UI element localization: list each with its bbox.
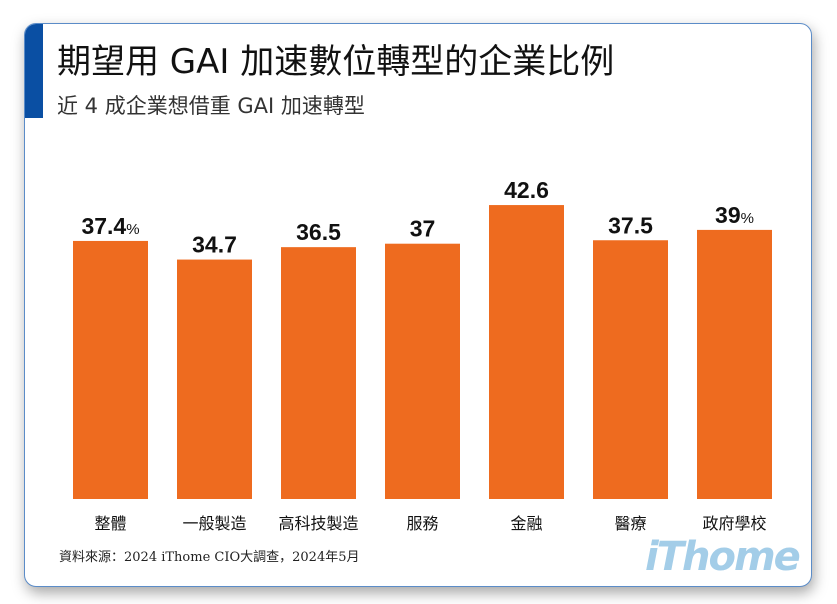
data-label: 37.5: [608, 212, 653, 238]
data-label: 42.6: [504, 177, 549, 203]
category-label: 金融: [510, 514, 542, 533]
chart-title: 期望用 GAI 加速數位轉型的企業比例: [57, 42, 615, 82]
bar-5: [593, 240, 668, 499]
chart-subtitle: 近 4 成企業想借重 GAI 加速轉型: [57, 94, 365, 118]
data-label: 39%: [715, 202, 754, 228]
data-label: 37: [410, 216, 436, 242]
accent-bar: [25, 24, 43, 118]
category-label: 整體: [94, 514, 126, 533]
chart-card: 期望用 GAI 加速數位轉型的企業比例 近 4 成企業想借重 GAI 加速轉型 …: [24, 23, 812, 587]
data-label: 37.4%: [81, 213, 139, 239]
data-label: 34.7: [192, 232, 237, 258]
category-label: 服務: [406, 514, 438, 533]
source-note: 資料來源：2024 iThome CIO大調查，2024年5月: [59, 550, 360, 565]
category-label: 一般製造: [182, 514, 246, 533]
category-label: 醫療: [614, 514, 646, 533]
category-label: 高科技製造: [278, 514, 358, 533]
bar-6: [697, 229, 772, 499]
data-label: 36.5: [296, 219, 341, 245]
bar-4: [489, 205, 564, 499]
bar-0: [73, 240, 148, 499]
bar-2: [281, 247, 356, 499]
ithome-logo: iThome: [645, 534, 801, 580]
bar-1: [177, 259, 252, 499]
bar-3: [385, 243, 460, 499]
bar-chart: 37.4% 整體 34.7 一般製造 36.5 高科技製造 37 服務 42.6 金融 37.5 醫療…: [73, 177, 772, 533]
category-label: 政府學校: [702, 514, 766, 533]
